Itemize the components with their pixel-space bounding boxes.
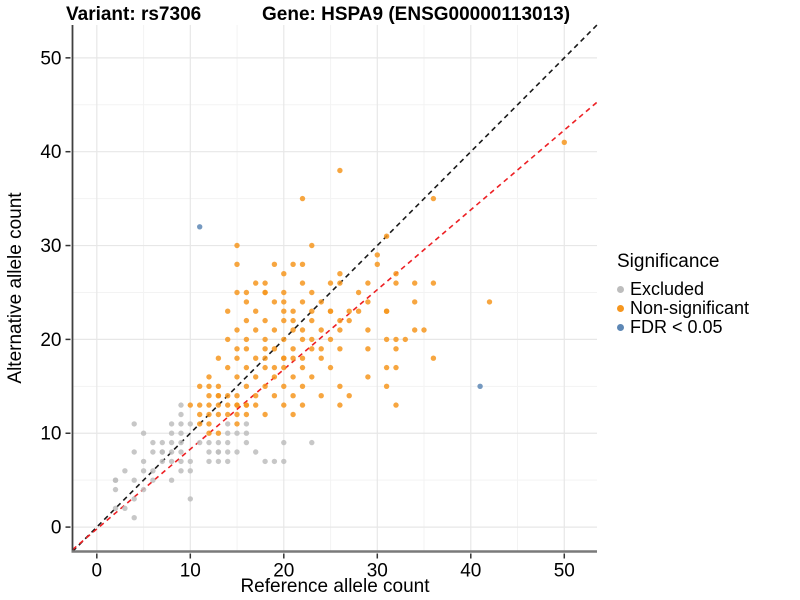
x-tick-labels: 0 10 20 30 40 50 (92, 561, 575, 582)
svg-text:30: 30 (40, 236, 61, 257)
svg-text:10: 10 (180, 561, 201, 582)
minor-gridlines (72, 25, 597, 552)
legend-item-excluded: Excluded (617, 279, 749, 299)
svg-text:40: 40 (460, 561, 481, 582)
svg-text:30: 30 (367, 561, 388, 582)
fdr-dot-icon (617, 324, 624, 331)
legend-item-fdr: FDR < 0.05 (617, 317, 749, 337)
svg-text:50: 50 (40, 48, 61, 69)
svg-text:40: 40 (40, 142, 61, 163)
svg-text:20: 20 (273, 561, 294, 582)
plot-title-gene: Gene: HSPA9 (ENSG00000113013) (262, 4, 571, 25)
legend-label-fdr: FDR < 0.05 (630, 317, 723, 337)
excluded-dot-icon (617, 286, 624, 293)
identity-line (71, 24, 598, 553)
points-excluded (112, 402, 315, 521)
legend-label-non-significant: Non-significant (630, 298, 750, 318)
non-significant-dot-icon (617, 305, 624, 312)
svg-text:0: 0 (51, 518, 62, 539)
fit-line (71, 101, 598, 551)
svg-text:50: 50 (554, 561, 575, 582)
legend-label-excluded: Excluded (630, 279, 705, 299)
svg-text:10: 10 (40, 424, 61, 445)
points-non-significant (187, 139, 567, 436)
svg-text:0: 0 (92, 561, 103, 582)
x-axis-title: Reference allele count (240, 576, 430, 597)
y-tick-labels: 0 10 20 30 40 50 (40, 48, 61, 538)
legend-item-non-significant: Non-significant (617, 298, 750, 318)
points-fdr-0-05 (197, 224, 483, 389)
legend: Significance Excluded Non-significant FD… (617, 251, 749, 337)
axis-ticks (65, 57, 566, 559)
plot-title-variant: Variant: rs7306 (66, 4, 202, 25)
legend-title: Significance (617, 251, 720, 272)
svg-text:20: 20 (40, 330, 61, 351)
